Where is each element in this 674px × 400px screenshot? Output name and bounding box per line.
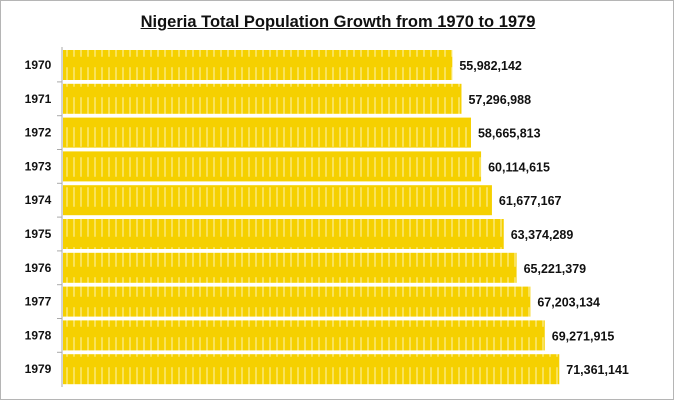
data-label: 63,374,289 [511, 228, 574, 242]
data-label: 58,665,813 [478, 127, 541, 141]
y-tick-label: 1978 [25, 328, 52, 342]
bar-1977 [63, 286, 531, 317]
y-tick-label: 1972 [25, 126, 52, 140]
data-label: 60,114,615 [488, 160, 550, 174]
y-tick-label: 1974 [25, 193, 52, 207]
data-label: 57,296,988 [468, 93, 531, 107]
y-tick-label: 1979 [25, 362, 52, 376]
bar-1974 [63, 185, 492, 216]
data-label: 71,361,141 [566, 363, 629, 377]
bar-1976 [63, 252, 517, 283]
data-label: 69,271,915 [552, 329, 615, 343]
bar-1975 [63, 219, 504, 249]
y-tick-label: 1977 [25, 295, 52, 309]
y-tick-label: 1970 [25, 58, 52, 72]
bar-1970 [63, 50, 453, 80]
bar-1971 [63, 83, 462, 114]
data-label: 55,982,142 [459, 59, 522, 73]
chart-title: Nigeria Total Population Growth from 197… [140, 13, 536, 31]
bar-1979 [63, 354, 560, 385]
y-tick-label: 1975 [25, 227, 52, 241]
bar-1978 [63, 320, 545, 351]
data-label: 67,203,134 [537, 296, 600, 310]
data-label: 61,677,167 [499, 194, 562, 208]
y-tick-label: 1971 [25, 92, 52, 106]
y-tick-label: 1976 [25, 261, 52, 275]
bar-1972 [63, 117, 471, 148]
data-label: 65,221,379 [524, 262, 587, 276]
y-tick-label: 1973 [25, 159, 52, 173]
bar-1973 [63, 151, 482, 182]
